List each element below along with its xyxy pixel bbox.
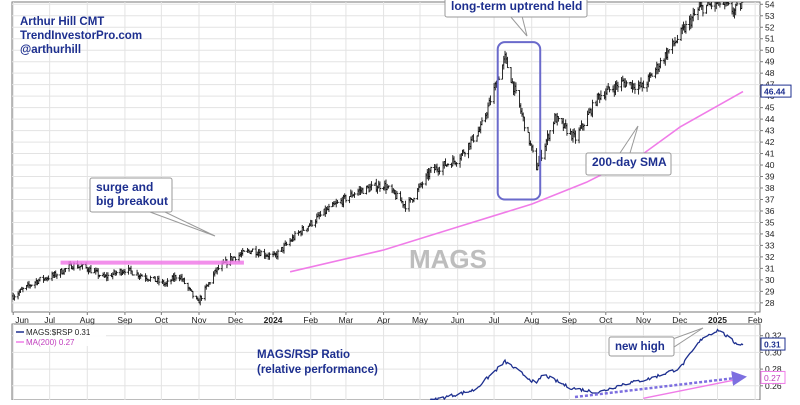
x-tick-label: Oct (155, 315, 169, 325)
y-tick-label: 51 (765, 34, 775, 44)
x-tick-label: Dec (228, 315, 244, 325)
y-tick-label: 50 (765, 45, 775, 55)
ratio-last-values: 0.31 0.27 (761, 338, 785, 383)
x-tick-label: Aug (80, 315, 95, 325)
y-tick-label: 43 (765, 126, 775, 136)
y-tick-label: 35 (765, 217, 775, 227)
y-tick-label: 37 (765, 194, 775, 204)
callout-text: 200-day SMA (592, 155, 667, 169)
x-tick-label: Jul (44, 315, 55, 325)
y-tick-label: 52 (765, 22, 775, 32)
author-line: TrendInvestorPro.com (20, 30, 142, 42)
y-tick-label: 39 (765, 172, 775, 182)
x-axis: Jun Jul Aug Sep Oct Nov Dec 2024 Feb Mar Apr May Jun… (13, 312, 763, 325)
y-tick-label: 32 (765, 252, 775, 262)
y-tick-label: 36 (765, 206, 775, 216)
y-axis-main: 2829303132333435363738394041424344454647… (760, 0, 775, 308)
y-tick-label: 31 (765, 263, 775, 273)
ratio-last-value: 0.31 (764, 340, 781, 350)
x-tick-label: Sep (562, 315, 577, 325)
y-tick-label: 28 (765, 298, 775, 308)
x-tick-label: Jul (489, 315, 500, 325)
x-tick-label: Sep (117, 315, 132, 325)
x-tick-label: Apr (377, 315, 390, 325)
x-tick-label: Feb (748, 315, 763, 325)
x-tick-label: Aug (524, 315, 539, 325)
y-tick-label: 48 (765, 68, 775, 78)
y-tick-label: 45 (765, 103, 775, 113)
ratio-title-text: (relative performance) (257, 364, 378, 376)
last-price-label: 46.44 (761, 85, 791, 97)
ratio-title-text: MAGS/RSP Ratio (257, 349, 350, 361)
x-tick-label: Mar (339, 315, 354, 325)
callout-text: big breakout (96, 194, 168, 208)
x-tick-label: Jun (451, 315, 465, 325)
y-tick-label: 38 (765, 183, 775, 193)
x-tick-label: Nov (191, 315, 207, 325)
callout-text: long-term uptrend held (451, 0, 582, 13)
y-tick-label: 41 (765, 149, 775, 159)
callout-text: new high (615, 341, 665, 353)
last-price-value: 46.44 (764, 87, 786, 97)
y-tick-label: 29 (765, 286, 775, 296)
x-tick-label: Oct (599, 315, 613, 325)
ratio-ma-last-value: 0.27 (764, 373, 781, 383)
x-tick-label: Feb (303, 315, 318, 325)
x-tick-label: 2024 (264, 315, 283, 325)
y-tick-label: 40 (765, 160, 775, 170)
legend-ma200: MA(200) 0.27 (26, 338, 75, 347)
y-tick-label: 33 (765, 240, 775, 250)
y-tick-label: 30 (765, 275, 775, 285)
author-line: Arthur Hill CMT (20, 16, 104, 28)
y-tick-label: 44 (765, 114, 775, 124)
y-tick-label: 53 (765, 11, 775, 21)
x-tick-label: Nov (636, 315, 652, 325)
legend-ratio: MAGS:$RSP 0.31 (26, 328, 91, 337)
callout-text: surge and (96, 180, 153, 194)
y-tick-label: 34 (765, 229, 775, 239)
author-line: @arthurhill (20, 44, 81, 56)
x-tick-label: Dec (672, 315, 688, 325)
x-tick-label: May (412, 315, 429, 325)
y-tick-label: 42 (765, 137, 775, 147)
x-tick-label: Jun (15, 315, 29, 325)
x-tick-label: 2025 (708, 315, 727, 325)
y-tick-label: 54 (765, 0, 775, 9)
y-tick-label: 49 (765, 57, 775, 67)
watermark: MAGS (409, 244, 487, 274)
